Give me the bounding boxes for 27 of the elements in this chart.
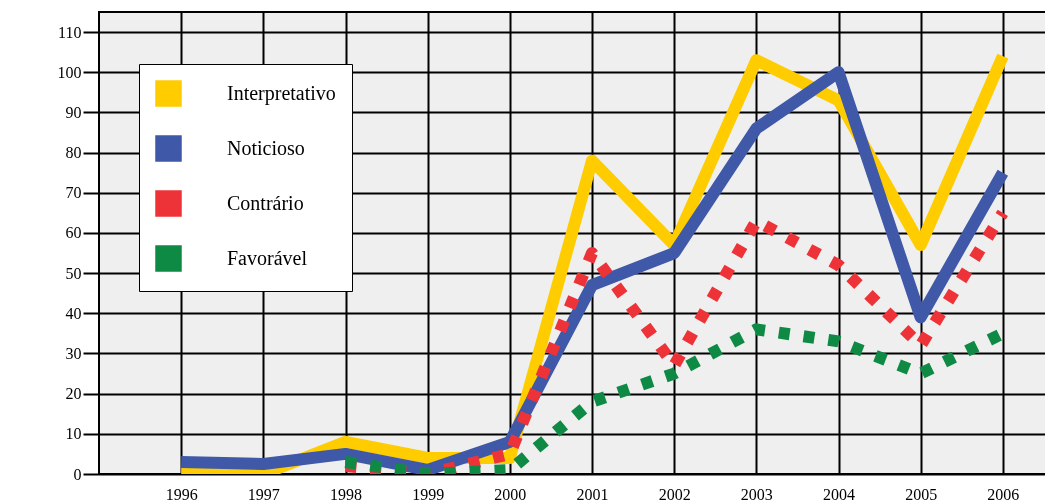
y-tick-label: 40 <box>65 304 82 322</box>
y-tick-label: 50 <box>65 264 82 282</box>
x-tick-label: 2002 <box>658 485 691 502</box>
y-tick-label: 80 <box>65 144 82 162</box>
x-tick-label: 2004 <box>823 485 855 502</box>
legend-label: Noticioso <box>227 136 305 159</box>
x-tick-label: 1997 <box>247 485 280 502</box>
y-tick-label: 10 <box>65 425 82 443</box>
x-tick-label: 1996 <box>165 485 198 502</box>
y-tick-label: 30 <box>65 344 82 362</box>
x-tick-label: 1999 <box>412 485 445 502</box>
x-tick-label: 1998 <box>330 485 362 502</box>
y-tick-label: 0 <box>73 465 82 483</box>
x-tick-label: 2006 <box>987 485 1020 502</box>
x-tick-label: 2001 <box>576 485 609 502</box>
legend-label: Contrário <box>227 191 304 214</box>
legend-label: Interpretativo <box>227 81 336 105</box>
x-tick-label: 2003 <box>740 485 773 502</box>
y-tick-label: 20 <box>65 385 82 403</box>
legend-label: Favorável <box>227 246 308 269</box>
x-tick-label: 2000 <box>494 485 527 502</box>
y-tick-label: 70 <box>65 184 82 202</box>
x-tick-label: 2005 <box>905 485 938 502</box>
y-tick-label: 90 <box>65 103 82 121</box>
y-tick-label: 60 <box>65 224 82 242</box>
y-tick-label: 100 <box>57 63 82 81</box>
y-tick-label: 110 <box>58 23 82 41</box>
